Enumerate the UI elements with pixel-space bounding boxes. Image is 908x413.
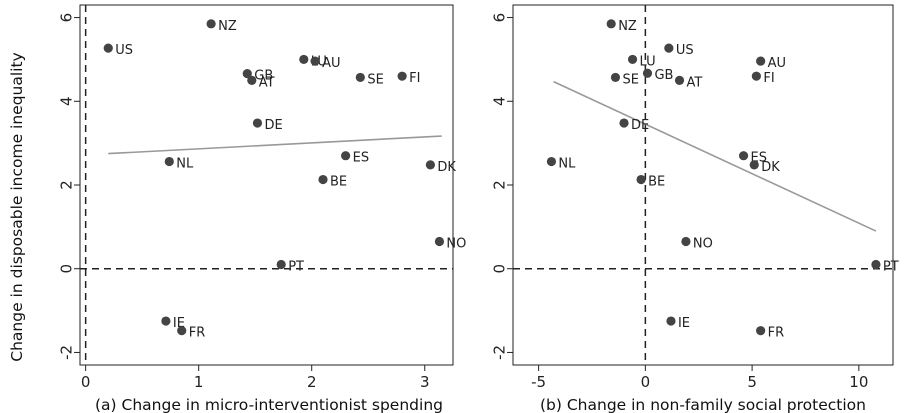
panel-a-x-tick-label: 1 — [194, 373, 204, 391]
panel-a-fit-line — [108, 135, 442, 155]
panel-a-y-tick-label: 0 — [57, 264, 75, 274]
point-label-nz: NZ — [618, 19, 637, 34]
panel-b-x-axis-label: (b) Change in non-family social protecti… — [540, 396, 866, 413]
point-label-se: SE — [622, 72, 638, 87]
panel-a-x-tick-label: 2 — [307, 373, 317, 391]
data-point-ie — [161, 316, 171, 326]
point-label-de: DE — [631, 118, 649, 133]
point-label-fr: FR — [768, 326, 785, 341]
panel-a-x-tick-label: 0 — [81, 373, 91, 391]
panel-b-x-tick-label: -5 — [531, 373, 546, 391]
panel-b: (b) Change in non-family social protecti… — [490, 4, 899, 413]
data-point-es — [341, 151, 351, 161]
data-point-de — [252, 118, 263, 128]
point-label-gb: GB — [654, 68, 673, 83]
point-label-ie: IE — [678, 316, 690, 331]
panel-a-x-axis-label: (a) Change in micro-interventionist spen… — [95, 396, 443, 413]
shared-y-axis-label: Change in disposable income inequality — [8, 52, 26, 361]
panel-b-fit-line — [553, 80, 877, 232]
data-point-gb — [242, 69, 252, 79]
data-point-dk — [749, 160, 759, 170]
point-label-nl: NL — [176, 157, 194, 172]
data-point-pt — [276, 259, 286, 270]
point-label-fr: FR — [189, 326, 206, 341]
data-point-nz — [206, 19, 216, 29]
panel-a-y-tick-label: -2 — [57, 345, 75, 360]
data-point-se — [610, 72, 621, 83]
data-point-ie — [666, 316, 676, 326]
point-label-at: AT — [687, 75, 703, 90]
panel-b-y-tick-label: 6 — [490, 13, 508, 23]
point-label-lu: LU — [640, 54, 656, 69]
point-label-no: NO — [693, 237, 713, 252]
panel-b-y-tick-label: -2 — [490, 345, 508, 360]
point-label-fi: FI — [763, 71, 774, 86]
point-label-pt: PT — [883, 260, 899, 275]
data-point-at — [674, 75, 685, 85]
data-point-lu — [299, 54, 309, 65]
data-point-fi — [751, 71, 761, 81]
panel-a-y-tick-label: 6 — [57, 13, 75, 23]
panel-b-frame — [512, 4, 894, 366]
data-point-pt — [871, 259, 881, 270]
data-point-au — [310, 56, 320, 66]
point-label-fi: FI — [409, 71, 420, 86]
data-point-se — [355, 72, 365, 83]
point-label-us: US — [676, 43, 694, 58]
point-label-no: NO — [446, 237, 466, 252]
point-label-dk: DK — [437, 160, 456, 175]
data-point-nz — [606, 19, 616, 29]
data-point-fr — [756, 326, 766, 336]
data-point-be — [636, 174, 646, 185]
point-label-be: BE — [648, 175, 665, 190]
panel-b-y-tick-label: 0 — [490, 264, 508, 274]
data-point-fi — [397, 71, 407, 81]
panel-a-y-tick-label: 2 — [57, 180, 75, 190]
point-label-es: ES — [353, 151, 369, 166]
data-point-us — [103, 43, 113, 53]
data-point-de — [619, 118, 629, 128]
data-point-be — [318, 174, 328, 185]
data-point-dk — [425, 160, 435, 170]
point-label-au: AU — [322, 56, 340, 71]
point-label-at: AT — [259, 75, 275, 90]
point-label-se: SE — [367, 72, 383, 87]
panel-b-y-tick-label: 2 — [490, 180, 508, 190]
data-point-fr — [177, 326, 187, 336]
data-point-nl — [546, 156, 557, 167]
data-point-gb — [642, 68, 653, 78]
panel-a: (a) Change in micro-interventionist spen… — [57, 4, 466, 413]
panel-b-x-tick-label: 0 — [641, 373, 651, 391]
panel-b-x-tick-label: 5 — [747, 373, 757, 391]
data-point-us — [664, 43, 674, 53]
point-label-be: BE — [330, 175, 347, 190]
panel-b-y-tick-label: 4 — [490, 97, 508, 107]
point-label-pt: PT — [288, 260, 304, 275]
point-label-dk: DK — [761, 160, 780, 175]
point-label-au: AU — [768, 56, 786, 71]
point-label-nl: NL — [558, 157, 576, 172]
data-point-no — [434, 236, 445, 247]
point-label-de: DE — [264, 118, 282, 133]
point-label-us: US — [115, 43, 133, 58]
data-point-lu — [627, 54, 638, 65]
data-point-au — [756, 56, 766, 66]
point-label-gb: GB — [254, 69, 273, 84]
panel-b-x-tick-label: 10 — [849, 373, 868, 391]
data-point-es — [738, 151, 749, 161]
panel-a-y-tick-label: 4 — [57, 97, 75, 107]
data-point-at — [247, 75, 257, 85]
data-point-nl — [164, 156, 174, 167]
panel-a-frame — [79, 4, 454, 366]
panel-a-x-tick-label: 3 — [420, 373, 430, 391]
point-label-nz: NZ — [218, 19, 237, 34]
data-point-no — [681, 236, 691, 247]
